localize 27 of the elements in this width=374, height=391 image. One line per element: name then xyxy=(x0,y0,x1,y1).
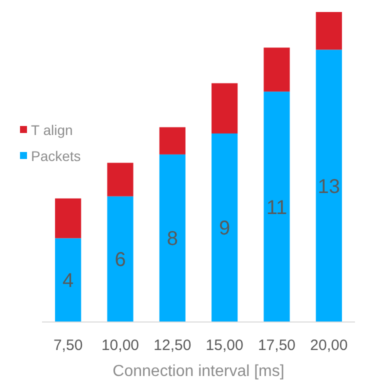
data-label: 11 xyxy=(266,196,288,219)
bar xyxy=(316,50,342,322)
bar xyxy=(159,154,186,322)
legend-label: Packets xyxy=(31,148,81,164)
data-label: 8 xyxy=(166,228,178,250)
data-label: 4 xyxy=(62,270,74,292)
data-label: 13 xyxy=(318,176,340,198)
bar xyxy=(264,48,290,92)
bar xyxy=(212,83,238,134)
x-tick-label: 17,50 xyxy=(258,337,296,354)
x-tick-label: 20,00 xyxy=(310,337,348,354)
data-label: 6 xyxy=(114,249,126,272)
bar xyxy=(107,162,134,196)
bar xyxy=(264,92,290,322)
bar xyxy=(159,127,186,154)
x-tick-label: 10,00 xyxy=(101,337,140,354)
legend-label: T align xyxy=(31,122,73,138)
bar xyxy=(55,238,82,322)
x-tick-label: 7,50 xyxy=(53,337,83,354)
x-tick-label: 15,00 xyxy=(206,337,244,354)
bar xyxy=(55,198,82,238)
x-axis-title: Connection interval [ms] xyxy=(112,363,284,380)
bar xyxy=(107,196,134,322)
data-label: 9 xyxy=(219,218,230,240)
x-tick-label: 12,50 xyxy=(154,337,192,354)
bar xyxy=(212,133,238,322)
bar xyxy=(316,12,342,50)
